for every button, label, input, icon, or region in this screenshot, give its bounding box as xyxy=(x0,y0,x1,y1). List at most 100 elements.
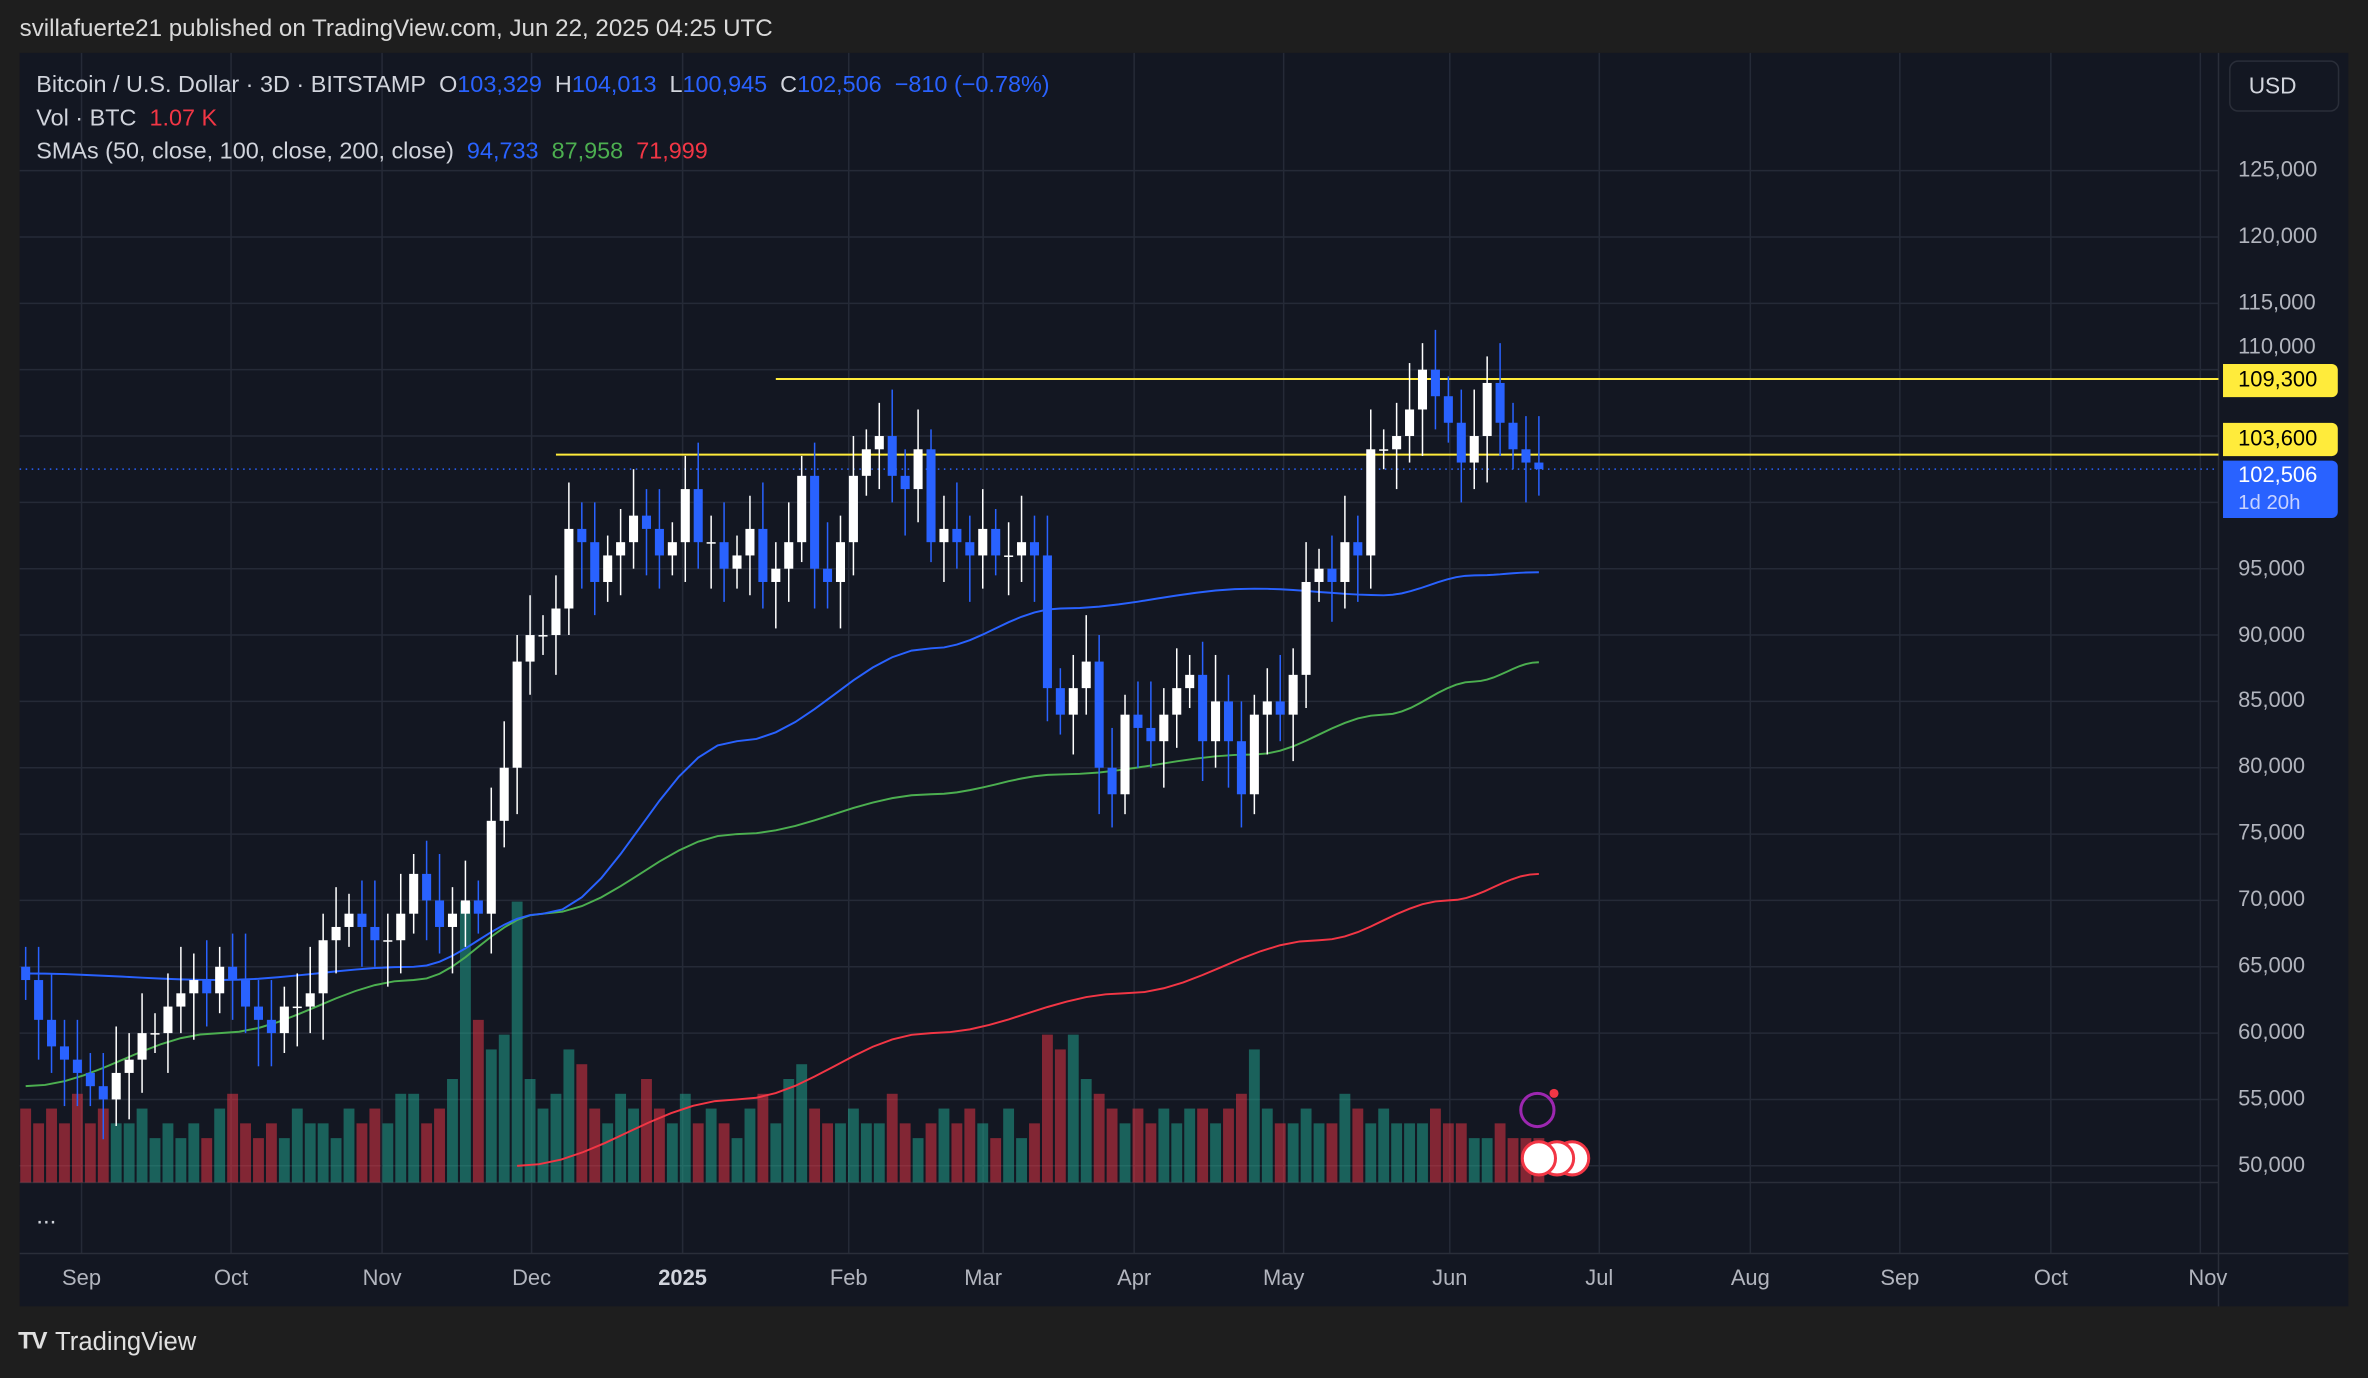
candle-down xyxy=(473,900,483,914)
volume-bar xyxy=(498,1034,510,1183)
volume-bar xyxy=(1119,1123,1131,1183)
candle-down xyxy=(926,449,936,543)
volume-bar xyxy=(1442,1123,1454,1183)
candle-up xyxy=(1405,409,1415,437)
volume-bar xyxy=(1468,1138,1480,1183)
lightning-event-icon xyxy=(1519,1091,1556,1129)
tradingview-logo[interactable]: TV TradingView xyxy=(18,1327,196,1357)
candle-down xyxy=(590,542,600,582)
candle-down xyxy=(952,528,962,543)
notification-dot-icon xyxy=(1549,1088,1559,1098)
volume-bar xyxy=(1016,1138,1027,1183)
pane-more-button[interactable]: ... xyxy=(36,1203,57,1230)
candle-up xyxy=(913,449,923,490)
candle-up xyxy=(1288,674,1298,715)
volume-bar xyxy=(912,1138,924,1183)
time-tick-label: Feb xyxy=(829,1267,868,1292)
volume-bar xyxy=(744,1108,756,1183)
candle-up xyxy=(797,475,807,543)
sma100-line xyxy=(25,661,1539,1088)
candle-down xyxy=(654,528,664,556)
sma200-value: 71,999 xyxy=(636,138,708,165)
time-tick-label: Nov xyxy=(2188,1267,2228,1292)
volume-bar xyxy=(977,1123,989,1183)
volume-bar xyxy=(1300,1108,1312,1183)
time-tick-label: Oct xyxy=(2033,1267,2068,1292)
candle-up xyxy=(1172,688,1182,715)
price-tick-label: 55,000 xyxy=(2238,1087,2306,1112)
volume-bar xyxy=(123,1123,135,1183)
candle-down xyxy=(1029,542,1040,556)
volume-bar xyxy=(330,1138,342,1183)
candle-down xyxy=(758,528,768,582)
volume-bar xyxy=(653,1108,665,1183)
price-tick-label: 65,000 xyxy=(2238,954,2306,979)
candle-down xyxy=(1508,422,1518,450)
high-value: 104,013 xyxy=(571,72,657,99)
candle-up xyxy=(344,913,354,927)
candle-up xyxy=(1417,369,1428,410)
volume-bar xyxy=(253,1138,264,1183)
volume-bar xyxy=(59,1123,70,1183)
candle-down xyxy=(1094,661,1104,768)
candle-up xyxy=(137,1033,147,1060)
volume-bar xyxy=(835,1123,846,1183)
volume-bar xyxy=(356,1123,368,1183)
candle-up xyxy=(409,873,419,914)
candle-down xyxy=(202,980,212,994)
candle-down xyxy=(241,980,251,1007)
volume-bar xyxy=(1507,1138,1519,1183)
volume-bar xyxy=(382,1123,394,1183)
volume-bar xyxy=(46,1108,57,1183)
candle-up xyxy=(1366,449,1376,556)
volume-bar xyxy=(214,1108,226,1183)
price-tick-label: 120,000 xyxy=(2238,224,2318,250)
currency-button[interactable]: USD xyxy=(2229,60,2340,112)
candle-down xyxy=(47,1019,57,1047)
candle-down xyxy=(266,1019,276,1034)
candle-down xyxy=(641,515,652,529)
volume-bar xyxy=(705,1108,717,1183)
volume-bar xyxy=(1235,1093,1247,1183)
volume-bar xyxy=(1455,1123,1467,1183)
candle-down xyxy=(1223,701,1234,742)
candle-up xyxy=(1120,714,1130,795)
candle-up xyxy=(163,1006,173,1034)
volume-bar xyxy=(796,1064,808,1183)
volume-bar xyxy=(20,1108,32,1183)
volume-bar xyxy=(472,1019,484,1183)
candle-up xyxy=(176,993,186,1007)
candle-up xyxy=(331,926,341,941)
change-value: −810 (−0.78%) xyxy=(894,72,1050,99)
volume-bar xyxy=(938,1108,950,1183)
sma-legend[interactable]: SMAs (50, close, 100, close, 200, close)… xyxy=(36,139,708,166)
candle-up xyxy=(486,820,496,914)
candle-down xyxy=(1327,568,1337,582)
volume-bar xyxy=(964,1108,976,1183)
volume-bar xyxy=(369,1108,381,1183)
volume-bar xyxy=(1248,1049,1260,1183)
volume-bar xyxy=(265,1123,277,1183)
open-label: O xyxy=(439,72,458,99)
volume-bar xyxy=(1313,1123,1325,1183)
volume-bar xyxy=(71,1093,83,1183)
time-tick-label: Aug xyxy=(1730,1267,1770,1292)
volume-legend[interactable]: Vol · BTC 1.07 K xyxy=(36,106,217,133)
candle-up xyxy=(318,940,328,994)
time-tick-label: 2025 xyxy=(658,1267,707,1292)
candle-up xyxy=(305,993,315,1007)
symbol-legend[interactable]: Bitcoin / U.S. Dollar · 3D · BITSTAMP O1… xyxy=(36,72,1049,99)
candle-up xyxy=(512,661,522,768)
volume-bar xyxy=(1197,1108,1209,1183)
volume-bar xyxy=(240,1123,251,1183)
candle-down xyxy=(435,900,445,927)
candle-down xyxy=(34,980,44,1020)
candle-up xyxy=(564,528,574,609)
candle-up xyxy=(1211,701,1221,742)
volume-bar xyxy=(1481,1138,1493,1183)
volume-bar xyxy=(149,1138,161,1183)
candle-up xyxy=(745,528,755,556)
candle-up xyxy=(1314,568,1324,582)
